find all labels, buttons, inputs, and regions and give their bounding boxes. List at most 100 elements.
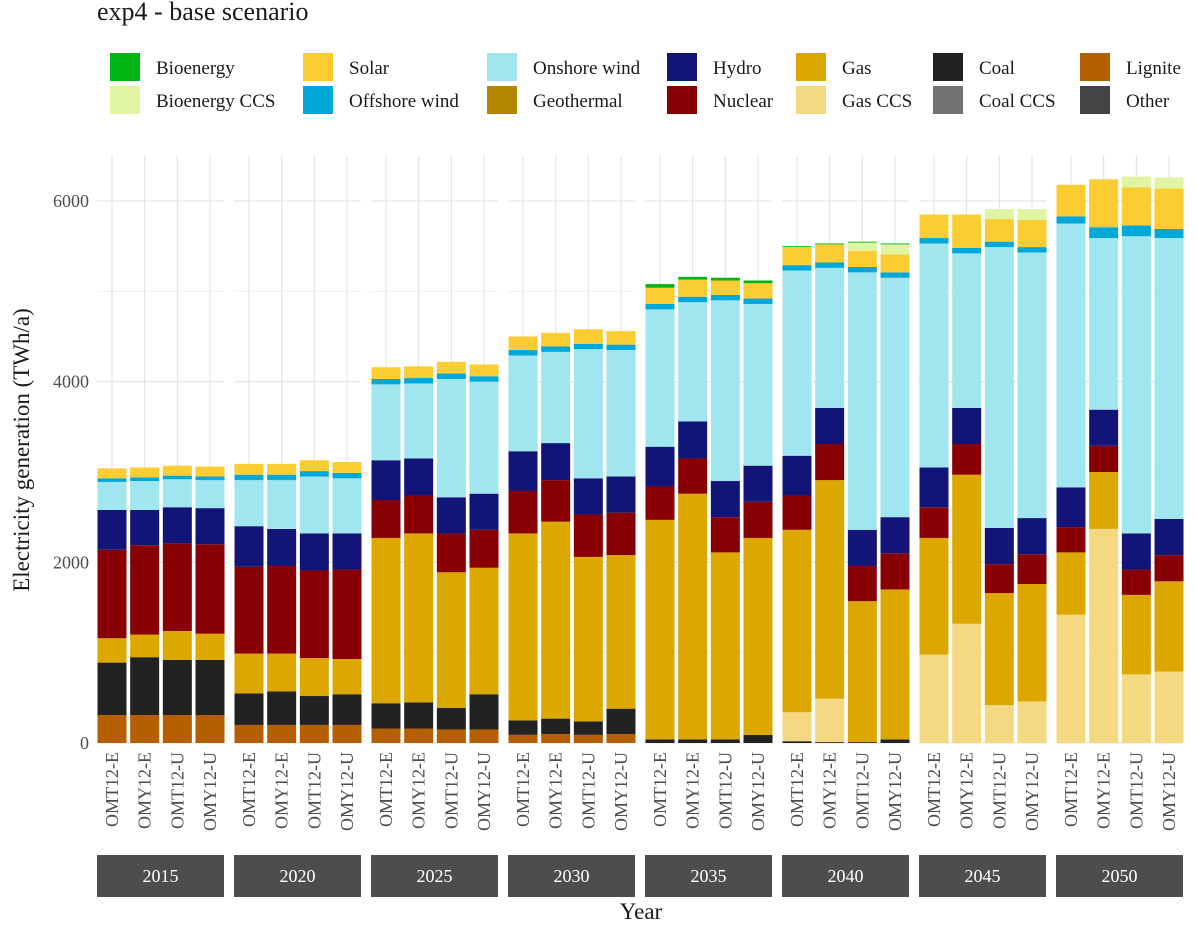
- x-tick-label: OMY12-E: [957, 752, 977, 829]
- legend-item-bioenergy-ccs: Bioenergy CCS: [110, 86, 275, 114]
- legend-label-bioenergy: Bioenergy: [156, 58, 235, 79]
- bar-segment-hydro: [1154, 518, 1184, 556]
- bar-segment-hydro: [130, 509, 160, 546]
- bar-segment-gas: [678, 493, 708, 740]
- bar-segment-onshore-wind: [162, 479, 192, 508]
- bar-segment-nuclear: [678, 458, 708, 494]
- bar-segment-gas: [1089, 472, 1119, 529]
- bar-segment-solar: [1089, 179, 1119, 228]
- legend-label-lignite: Lignite: [1126, 58, 1181, 79]
- bar-segment-offshore-wind: [469, 376, 499, 382]
- bar-segment-nuclear: [97, 549, 127, 639]
- legend-key-geothermal: [487, 86, 517, 114]
- bar-segment-gas: [267, 653, 297, 692]
- bar-segment-nuclear: [267, 565, 297, 654]
- bar-segment-gas-ccs: [1089, 528, 1119, 743]
- bar-segment-offshore-wind: [195, 476, 225, 481]
- x-tick-label: OMT12-U: [989, 752, 1009, 829]
- bar-2040-omt12-u: [847, 241, 877, 743]
- bar-segment-hydro: [469, 493, 499, 530]
- bar-segment-coal: [782, 741, 812, 743]
- legend-label-solar: Solar: [349, 58, 390, 79]
- bar-2025-omy12-e: [404, 366, 434, 743]
- bar-segment-nuclear: [1121, 569, 1151, 595]
- bar-segment-hydro: [195, 508, 225, 545]
- bar-segment-onshore-wind: [743, 303, 773, 466]
- legend-item-offshore-wind: Offshore wind: [303, 86, 459, 114]
- bar-segment-onshore-wind: [371, 384, 401, 461]
- bar-segment-gas-ccs: [782, 712, 812, 742]
- bar-segment-gas-ccs: [919, 654, 949, 743]
- bar-segment-onshore-wind: [952, 253, 982, 408]
- legend-label-gas: Gas: [842, 58, 872, 79]
- facet-strip-bg: [1056, 855, 1183, 897]
- bar-segment-bioenergy-ccs: [1154, 177, 1184, 189]
- bar-segment-onshore-wind: [573, 349, 603, 479]
- bar-segment-gas: [97, 638, 127, 663]
- bar-segment-coal: [678, 739, 708, 743]
- facet-strip-label: 2045: [965, 866, 1001, 886]
- bar-2020-omy12-u: [332, 462, 362, 743]
- bar-segment-nuclear: [847, 565, 877, 602]
- x-tick-label: OMT12-U: [167, 752, 187, 829]
- bar-segment-nuclear: [1056, 527, 1086, 553]
- bar-segment-offshore-wind: [1056, 216, 1086, 224]
- bar-segment-offshore-wind: [984, 241, 1014, 248]
- y-tick-label: 0: [80, 733, 89, 753]
- bar-2015-omy12-e: [130, 467, 160, 743]
- bar-segment-bioenergy: [880, 243, 910, 245]
- legend-item-onshore-wind: Onshore wind: [487, 53, 641, 81]
- x-tick-label: OMT12-E: [239, 752, 259, 827]
- bar-2035-omt12-e: [645, 284, 675, 743]
- bar-segment-hydro: [847, 529, 877, 566]
- bar-segment-coal: [606, 708, 636, 734]
- legend-key-onshore-wind: [487, 53, 517, 81]
- bar-segment-onshore-wind: [299, 476, 329, 534]
- bar-segment-coal: [541, 718, 571, 734]
- bar-segment-offshore-wind: [299, 471, 329, 477]
- bar-segment-offshore-wind: [782, 265, 812, 271]
- bar-segment-offshore-wind: [710, 294, 740, 301]
- bar-segment-bioenergy-ccs: [1017, 209, 1047, 220]
- bar-segment-solar: [195, 466, 225, 477]
- bar-segment-coal: [645, 739, 675, 743]
- legend-key-coal-ccs: [933, 86, 963, 114]
- bar-segment-solar: [162, 465, 192, 476]
- bar-segment-coal: [97, 662, 127, 715]
- facet-strips: 2015 2020 2025 2030 2035 2040 2045 2050: [97, 855, 1183, 897]
- x-tick-label: OMT12-U: [304, 752, 324, 829]
- x-tick-label: OMT12-E: [376, 752, 396, 827]
- bar-segment-onshore-wind: [1056, 223, 1086, 488]
- bar-segment-coal: [371, 703, 401, 729]
- bar-segment-coal: [880, 739, 910, 743]
- bar-segment-gas: [815, 480, 845, 699]
- bar-segment-offshore-wind: [606, 344, 636, 351]
- bar-segment-hydro: [436, 497, 466, 534]
- bar-segment-solar: [710, 280, 740, 295]
- bar-segment-gas-ccs: [1121, 674, 1151, 743]
- bar-segment-gas: [1017, 584, 1047, 702]
- bar-segment-onshore-wind: [267, 480, 297, 529]
- legend-key-hydro: [667, 53, 697, 81]
- bar-segment-offshore-wind: [952, 247, 982, 254]
- bar-segment-offshore-wind: [97, 478, 127, 482]
- bar-segment-lignite: [371, 728, 401, 743]
- facet-strip-label: 2050: [1102, 866, 1138, 886]
- bar-segment-offshore-wind: [1089, 227, 1119, 239]
- legend-label-gas-ccs: Gas CCS: [842, 91, 912, 112]
- bar-segment-bioenergy: [710, 277, 740, 281]
- bar-segment-solar: [541, 332, 571, 347]
- bar-segment-solar: [299, 460, 329, 472]
- bar-segment-onshore-wind: [984, 247, 1014, 529]
- bar-2020-omy12-e: [267, 463, 297, 743]
- bar-2050-omy12-u: [1154, 177, 1184, 743]
- bar-segment-bioenergy: [743, 280, 773, 284]
- bar-segment-gas: [130, 634, 160, 658]
- bar-segment-coal: [815, 742, 845, 743]
- bar-segment-hydro: [332, 533, 362, 570]
- bar-segment-offshore-wind: [508, 350, 538, 356]
- bar-segment-hydro: [162, 507, 192, 544]
- x-tick-label: OMT12-U: [852, 752, 872, 829]
- bar-segment-gas: [1154, 581, 1184, 672]
